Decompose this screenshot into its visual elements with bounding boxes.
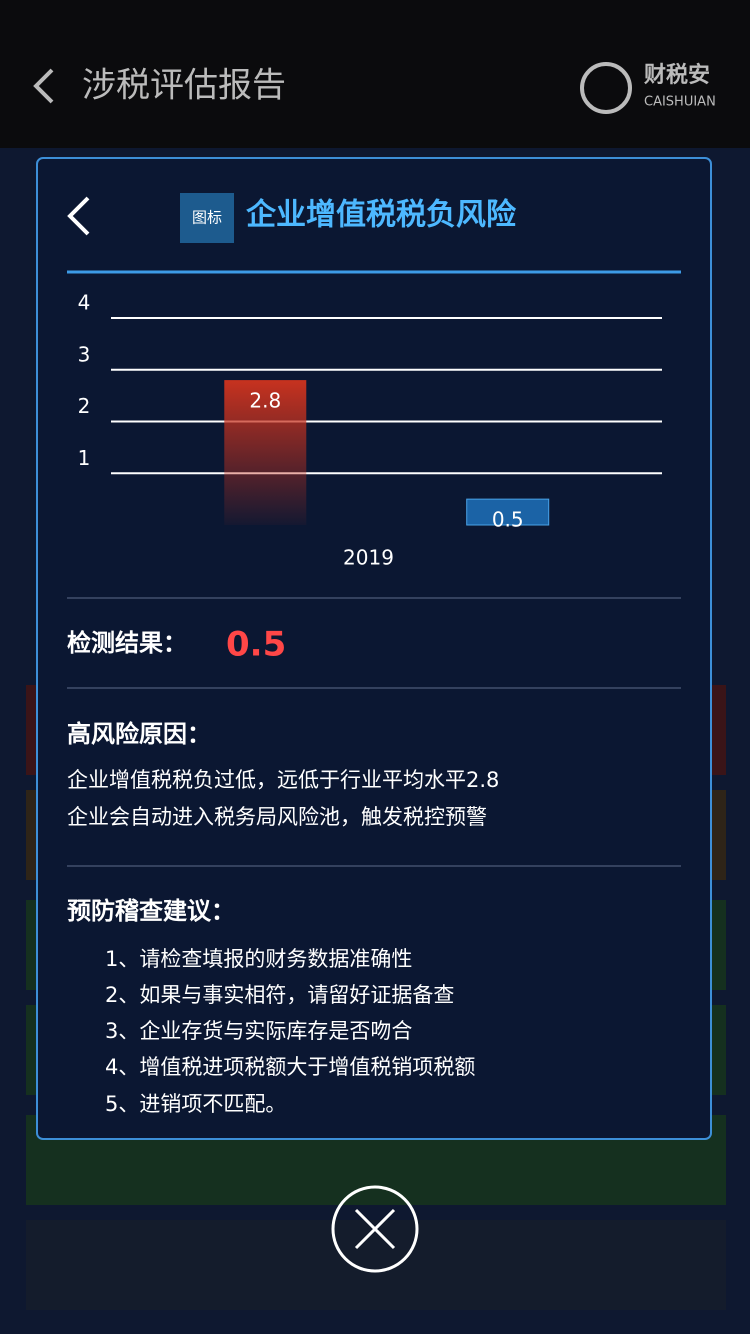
- advice-title: 预防稽查建议：: [67, 897, 235, 925]
- modal: [36, 157, 712, 1140]
- bg-block: [26, 1220, 726, 1310]
- y-tick-label: 4: [78, 291, 91, 315]
- modal-back[interactable]: [67, 196, 90, 236]
- reason: 企业会自动进入税务局风险池，触发税控预警: [67, 805, 487, 829]
- result-value: 0.5: [226, 625, 286, 665]
- data-label: 0.5: [492, 508, 524, 532]
- data-label: 2.8: [249, 389, 281, 413]
- back-button[interactable]: [33, 68, 54, 104]
- advice: 3、企业存货与实际库存是否吻合: [105, 1019, 412, 1043]
- logo-sub: CAISHUIAN: [644, 95, 716, 110]
- bar: [466, 498, 550, 526]
- close-button[interactable]: [331, 1185, 419, 1273]
- advice: 2、如果与事实相符，请留好证据备查: [105, 983, 454, 1007]
- reason-title: 高风险原因：: [67, 720, 211, 748]
- x-tick-label: 2019: [343, 546, 394, 570]
- logo-icon: [580, 62, 632, 114]
- logo-text: 财税安: [644, 62, 710, 88]
- modal-title: 企业增值税税负风险: [246, 198, 517, 233]
- advice: 4、增值税进项税额大于增值税销项税额: [105, 1055, 475, 1079]
- advice: 1、请检查填报的财务数据准确性: [105, 947, 412, 971]
- header-title: 涉税评估报告: [82, 66, 286, 106]
- y-tick-label: 3: [78, 342, 91, 366]
- advice: 5、进销项不匹配。: [105, 1092, 286, 1116]
- chart: 1 2 3 4 2019 2.8 0.5: [78, 291, 662, 570]
- tag-box: [180, 193, 234, 243]
- tag: 图标: [192, 209, 222, 227]
- result-label: 检测结果：: [67, 629, 187, 657]
- bar: [224, 380, 307, 525]
- reason: 企业增值税税负过低，远低于行业平均水平2.8: [67, 768, 499, 792]
- y-tick-label: 2: [78, 394, 91, 418]
- y-tick-label: 1: [78, 446, 91, 470]
